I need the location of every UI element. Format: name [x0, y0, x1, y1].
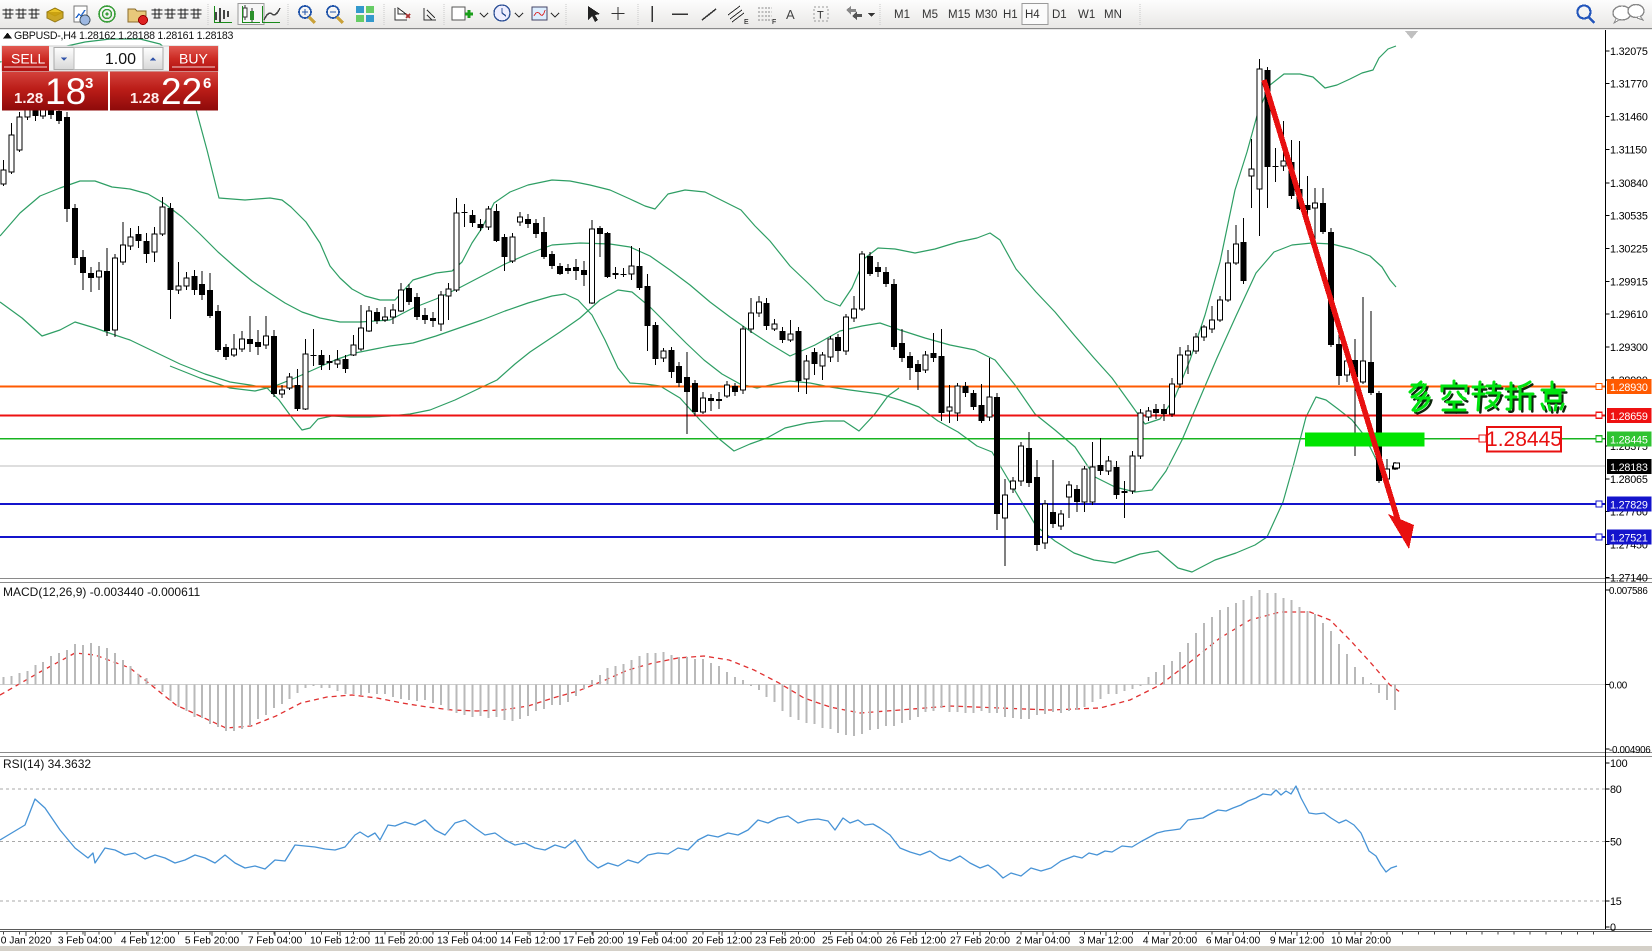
svg-text:1.28445: 1.28445	[1486, 428, 1562, 451]
svg-text:1.27140: 1.27140	[1610, 573, 1648, 585]
svg-text:25 Feb 04:00: 25 Feb 04:00	[822, 936, 882, 947]
svg-text:1.28: 1.28	[14, 90, 43, 107]
svg-text:MACD(12,26,9) -0.003440 -0.000: MACD(12,26,9) -0.003440 -0.000611	[3, 585, 201, 599]
svg-text:1.32075: 1.32075	[1610, 46, 1648, 58]
svg-text:6: 6	[203, 75, 211, 92]
svg-text:4 Feb 12:00: 4 Feb 12:00	[121, 936, 176, 947]
svg-text:1.31460: 1.31460	[1610, 112, 1648, 124]
svg-text:H4: H4	[1025, 9, 1040, 21]
svg-text:22: 22	[161, 71, 202, 112]
svg-text:10 Feb 12:00: 10 Feb 12:00	[310, 936, 370, 947]
svg-text:SELL: SELL	[11, 51, 45, 67]
svg-text:RSI(14) 34.3632: RSI(14) 34.3632	[3, 757, 91, 771]
svg-text:T: T	[817, 10, 824, 22]
svg-text:1.31770: 1.31770	[1610, 79, 1648, 91]
svg-text:M15: M15	[948, 9, 970, 21]
svg-text:23 Feb 20:00: 23 Feb 20:00	[755, 936, 815, 947]
svg-text:1.30535: 1.30535	[1610, 210, 1648, 222]
svg-text:1.29300: 1.29300	[1610, 342, 1648, 354]
svg-text:1.29915: 1.29915	[1610, 277, 1648, 289]
svg-text:18: 18	[45, 71, 86, 112]
svg-text:0: 0	[1610, 922, 1616, 934]
svg-text:-0.004906: -0.004906	[1609, 745, 1651, 756]
svg-text:19 Feb 04:00: 19 Feb 04:00	[627, 936, 687, 947]
svg-text:1.28445: 1.28445	[1610, 434, 1648, 446]
svg-text:1.28930: 1.28930	[1610, 382, 1648, 394]
svg-text:3 Feb 04:00: 3 Feb 04:00	[58, 936, 113, 947]
svg-text:0.007586: 0.007586	[1609, 586, 1648, 597]
svg-text:MN: MN	[1104, 9, 1122, 21]
svg-text:26 Feb 12:00: 26 Feb 12:00	[886, 936, 946, 947]
svg-text:1.27521: 1.27521	[1610, 533, 1648, 545]
svg-text:F: F	[772, 19, 776, 26]
svg-text:17 Feb 20:00: 17 Feb 20:00	[563, 936, 623, 947]
svg-text:BUY: BUY	[179, 51, 208, 67]
svg-text:11 Feb 20:00: 11 Feb 20:00	[374, 936, 434, 947]
svg-text:50: 50	[1610, 837, 1622, 849]
svg-text:W1: W1	[1078, 9, 1095, 21]
svg-text:1.28183: 1.28183	[1610, 462, 1648, 474]
svg-text:M30: M30	[975, 9, 997, 21]
svg-text:4 Mar 20:00: 4 Mar 20:00	[1143, 936, 1198, 947]
svg-text:M1: M1	[894, 9, 910, 21]
svg-text:7 Feb 04:00: 7 Feb 04:00	[248, 936, 303, 947]
svg-text:3 Mar 12:00: 3 Mar 12:00	[1079, 936, 1134, 947]
svg-text:1.30840: 1.30840	[1610, 178, 1648, 190]
svg-text:0.00: 0.00	[1609, 681, 1628, 692]
svg-text:2 Mar 04:00: 2 Mar 04:00	[1016, 936, 1071, 947]
svg-text:10 Mar 20:00: 10 Mar 20:00	[1331, 936, 1391, 947]
svg-text:1.29610: 1.29610	[1610, 309, 1648, 321]
svg-text:0 Jan 2020: 0 Jan 2020	[1, 936, 52, 947]
svg-text:1.28065: 1.28065	[1610, 474, 1648, 486]
svg-text:5 Feb 20:00: 5 Feb 20:00	[185, 936, 240, 947]
svg-text:1.00: 1.00	[105, 51, 136, 68]
svg-text:9 Mar 12:00: 9 Mar 12:00	[1270, 936, 1325, 947]
svg-text:A: A	[786, 7, 795, 22]
svg-text:E: E	[744, 19, 749, 26]
svg-text:13 Feb 04:00: 13 Feb 04:00	[437, 936, 497, 947]
svg-text:1.31150: 1.31150	[1610, 145, 1647, 157]
svg-text:H1: H1	[1003, 9, 1018, 21]
svg-text:20 Feb 12:00: 20 Feb 12:00	[692, 936, 752, 947]
svg-text:1.27829: 1.27829	[1610, 500, 1648, 512]
svg-text:100: 100	[1610, 758, 1628, 770]
svg-text:1.28: 1.28	[130, 90, 159, 107]
svg-text:80: 80	[1610, 784, 1622, 796]
svg-text:1.30225: 1.30225	[1610, 243, 1648, 255]
svg-text:14 Feb 12:00: 14 Feb 12:00	[500, 936, 560, 947]
svg-text:27 Feb 20:00: 27 Feb 20:00	[950, 936, 1010, 947]
svg-text:1.28659: 1.28659	[1610, 411, 1648, 423]
svg-text:M5: M5	[922, 9, 938, 21]
svg-text:D1: D1	[1052, 9, 1067, 21]
svg-text:3: 3	[85, 75, 93, 92]
svg-text:GBPUSD-,H4 1.28162 1.28188 1.: GBPUSD-,H4 1.28162 1.28188 1.28161 1.281…	[14, 30, 234, 42]
svg-text:15: 15	[1610, 896, 1622, 908]
svg-text:6 Mar 04:00: 6 Mar 04:00	[1206, 936, 1261, 947]
